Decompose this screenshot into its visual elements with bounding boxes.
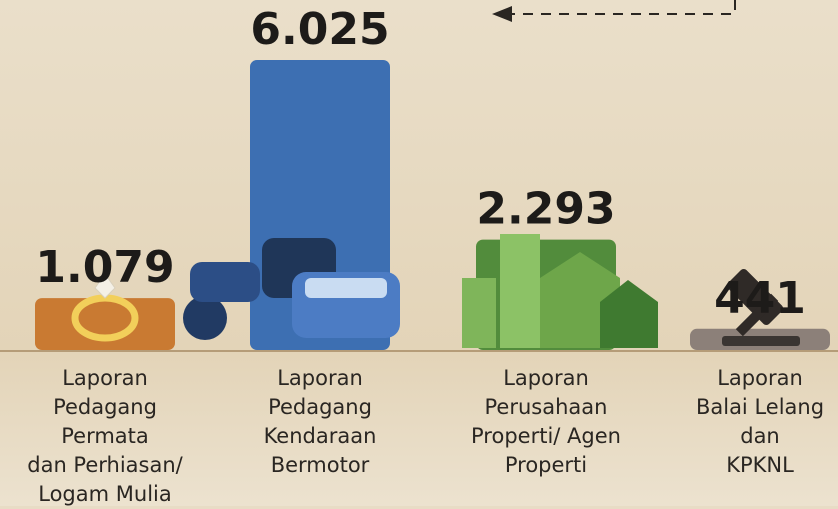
value-label: 6.025 xyxy=(250,4,389,55)
ring-gem xyxy=(94,273,116,299)
value-labels: 1.079 6.025 2.293 441 xyxy=(35,4,806,324)
motorbike-wheel xyxy=(183,296,227,340)
category-label: Laporan Pedagang Kendaraan Bermotor xyxy=(263,366,377,477)
building-1 xyxy=(462,278,496,348)
building-2 xyxy=(500,234,540,348)
motorbike-body xyxy=(190,262,260,302)
gavel-handle xyxy=(735,293,779,337)
value-label: 2.293 xyxy=(476,184,615,235)
value-label: 441 xyxy=(714,273,806,324)
category-label: Laporan Pedagang Permata dan Perhiasan/ … xyxy=(27,366,183,506)
category-label: Laporan Perusahaan Properti/ Agen Proper… xyxy=(471,366,621,477)
category-label: Laporan Balai Lelang dan KPKNL xyxy=(695,366,825,477)
dashed-arrow xyxy=(510,0,736,15)
gavel-head xyxy=(726,268,784,326)
bar xyxy=(35,298,175,350)
house-small xyxy=(600,280,658,348)
car-window xyxy=(305,278,387,298)
value-label: 1.079 xyxy=(35,242,174,293)
icons xyxy=(71,234,800,348)
gavel-base xyxy=(722,336,800,346)
arrow-head xyxy=(492,6,512,22)
